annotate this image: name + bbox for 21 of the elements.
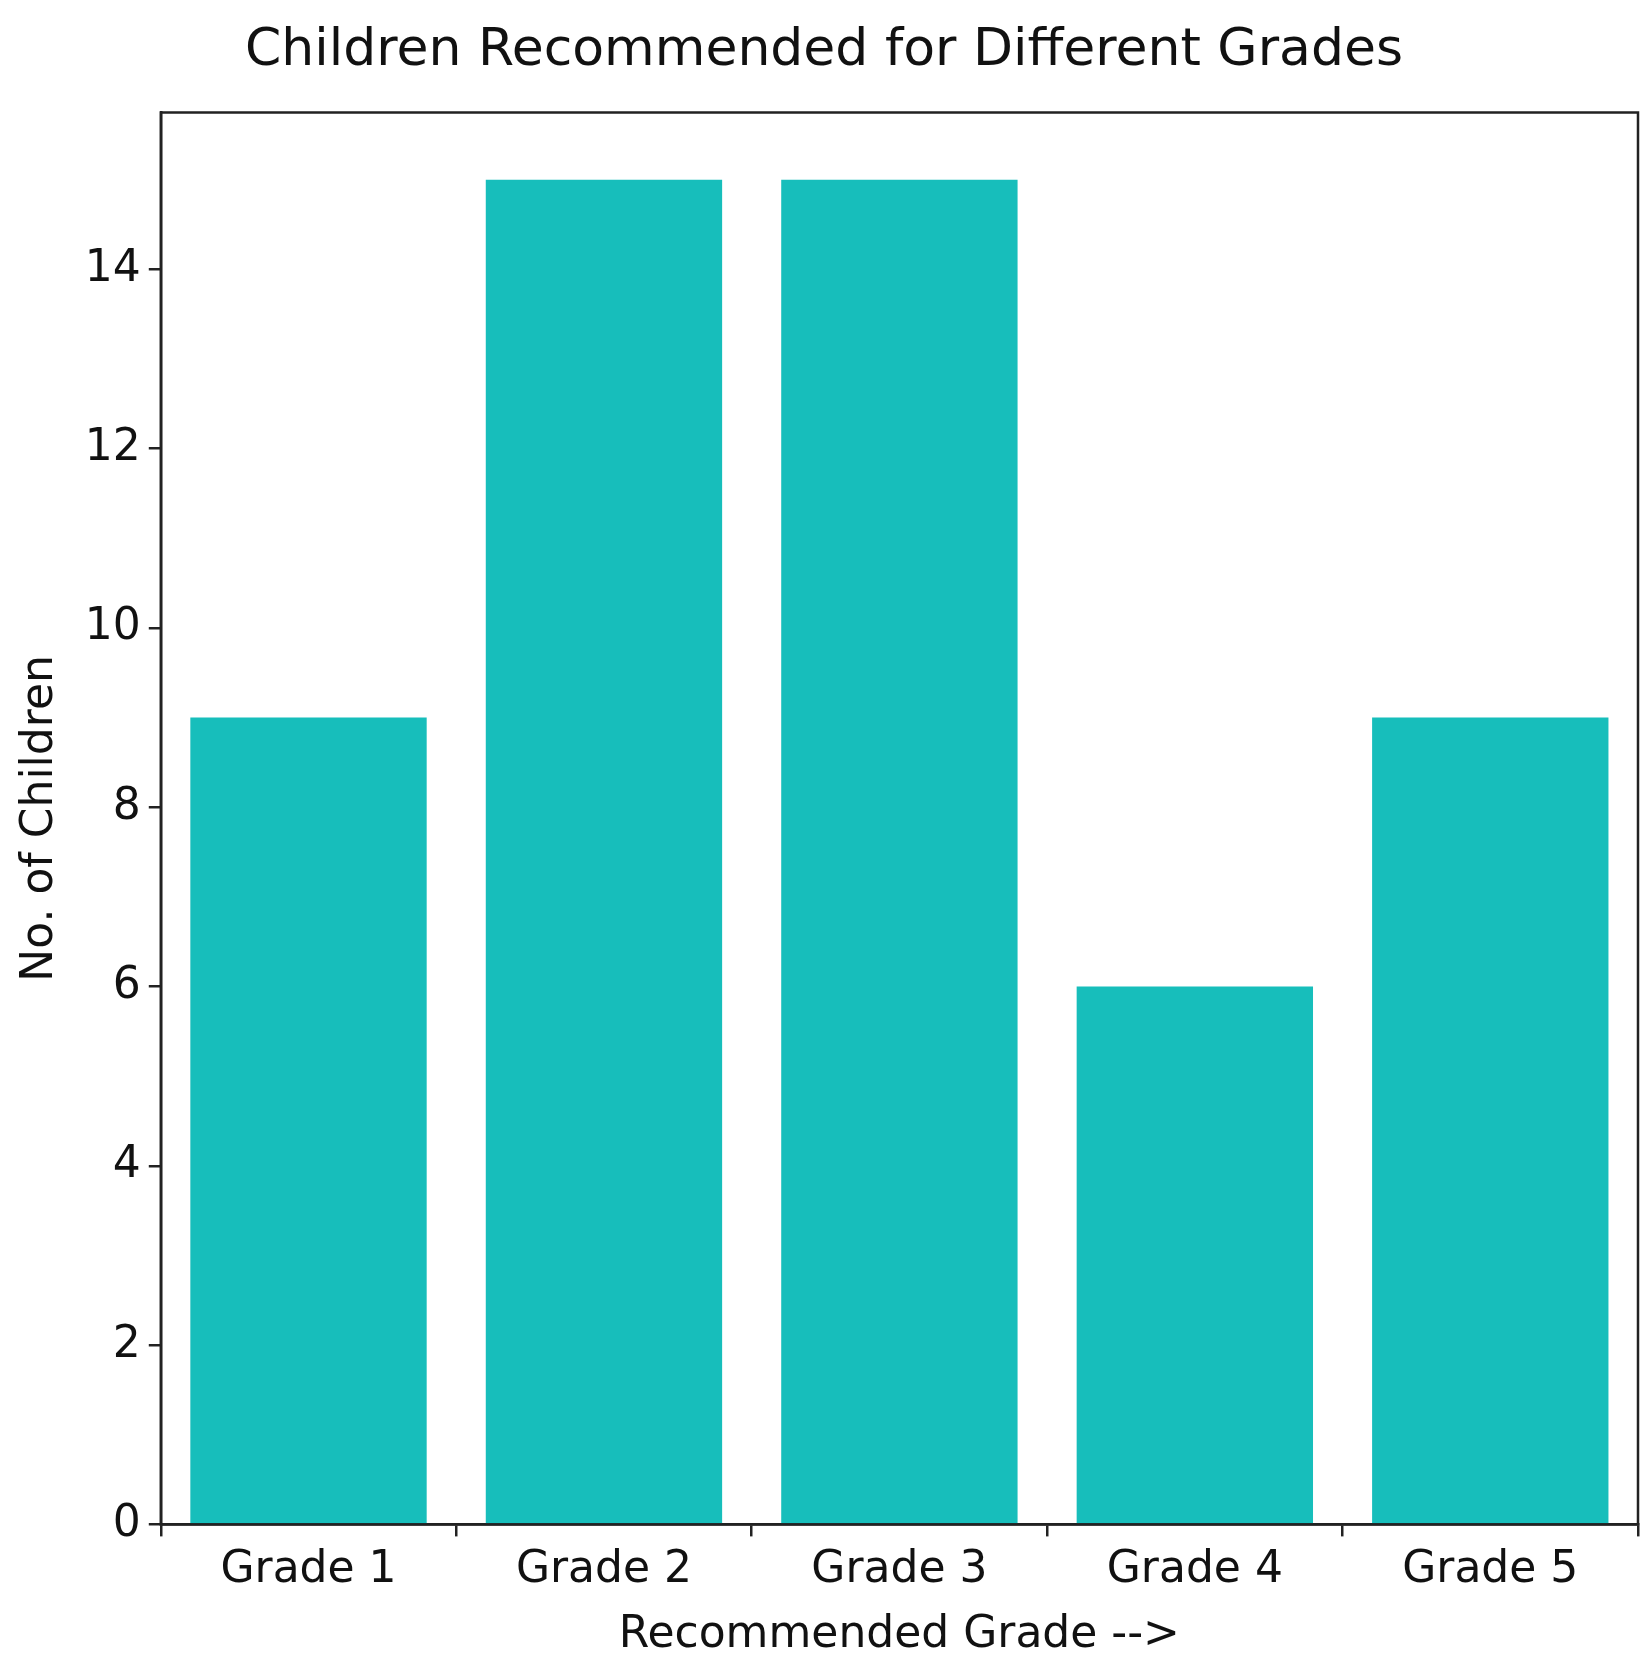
bar: [485, 179, 723, 1524]
x-axis-title: Recommended Grade -->: [618, 1606, 1180, 1658]
y-tick-label: 14: [84, 239, 141, 291]
y-tick-label: 8: [112, 777, 141, 829]
y-axis-title: No. of Children: [10, 655, 62, 982]
bar: [1076, 986, 1314, 1524]
y-tick-label: 2: [112, 1315, 141, 1367]
x-tick-label: Grade 3: [811, 1541, 988, 1593]
bar: [190, 717, 427, 1524]
bar: [781, 179, 1018, 1524]
y-tick-label: 12: [84, 419, 141, 471]
x-tick-label: Grade 1: [220, 1541, 397, 1593]
x-tick-label: Grade 4: [1106, 1541, 1283, 1593]
x-tick-label: Grade 5: [1402, 1541, 1579, 1593]
y-tick-label: 0: [112, 1494, 141, 1546]
y-tick-label: 6: [112, 956, 141, 1008]
chart-title: Children Recommended for Different Grades: [245, 16, 1403, 77]
x-tick-label: Grade 2: [515, 1541, 693, 1593]
y-tick-label: 4: [112, 1136, 141, 1188]
y-tick-label: 10: [84, 598, 141, 650]
bar: [1372, 717, 1609, 1524]
